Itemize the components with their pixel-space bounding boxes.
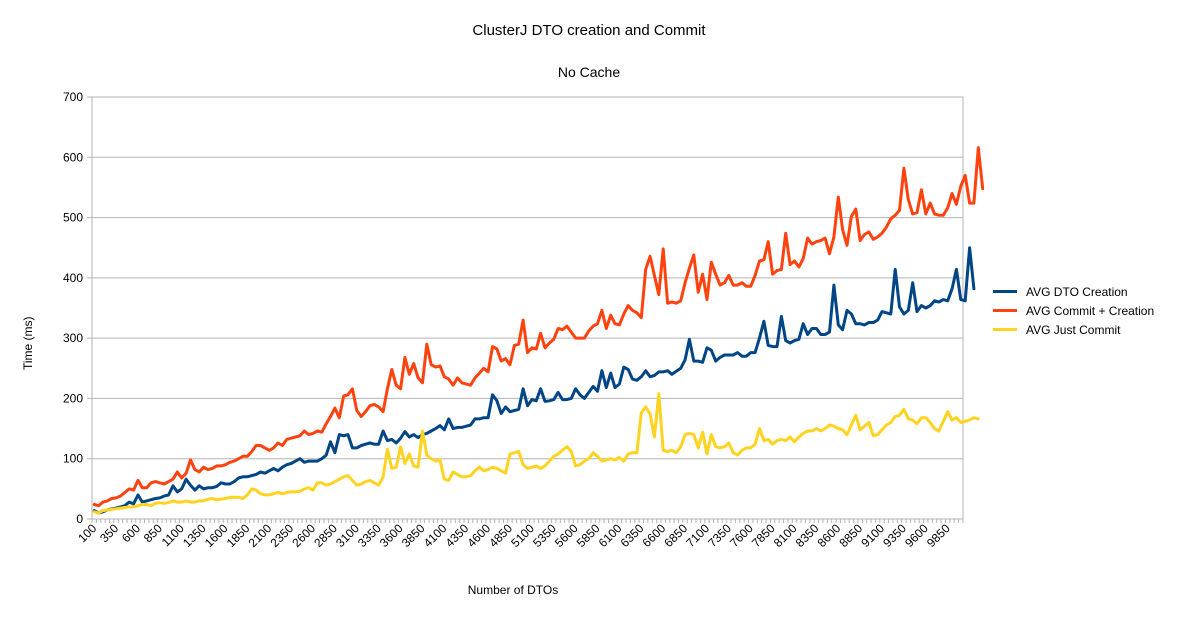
x-tick-label: 3600 — [377, 521, 406, 550]
y-tick-label: 200 — [63, 391, 83, 405]
x-tick-label: 1100 — [159, 521, 187, 549]
y-tick-label: 500 — [63, 211, 83, 225]
x-tick-label: 4600 — [464, 521, 493, 550]
y-tick-label: 400 — [63, 271, 83, 285]
x-tick-label: 7850 — [749, 521, 778, 550]
legend-label-dto-creation: AVG DTO Creation — [1026, 284, 1128, 299]
chart-subtitle: No Cache — [557, 64, 621, 80]
legend-item-dto-creation: AVG DTO Creation — [993, 282, 1154, 301]
x-tick-label: 2350 — [267, 521, 296, 550]
legend-label-just-commit: AVG Just Commit — [1026, 322, 1121, 337]
x-tick-label: 4350 — [443, 521, 472, 550]
x-tick-label: 1850 — [224, 521, 253, 550]
x-tick-label: 2600 — [289, 521, 318, 550]
x-tick-label: 5350 — [530, 521, 559, 550]
x-tick-label: 3850 — [399, 521, 428, 550]
x-tick-label: 4100 — [421, 521, 450, 550]
x-tick-label: 350 — [97, 521, 121, 545]
x-tick-label: 7100 — [683, 521, 712, 550]
y-tick-label: 600 — [63, 150, 83, 164]
x-tick-label: 7350 — [705, 521, 734, 550]
x-tick-label: 4850 — [486, 521, 515, 550]
y-axis-label: Time (ms) — [21, 316, 35, 370]
x-tick-label: 1350 — [180, 521, 209, 550]
x-tick-label: 3350 — [355, 521, 384, 550]
series-line-0 — [92, 246, 976, 515]
x-tick-label: 9100 — [858, 521, 887, 550]
x-tick-label: 1600 — [202, 521, 231, 550]
x-tick-label: 600 — [119, 521, 143, 545]
x-tick-label: 8100 — [771, 521, 800, 550]
x-tick-label: 8850 — [836, 521, 865, 550]
x-tick-label: 9850 — [924, 521, 953, 550]
x-tick-label: 5600 — [552, 521, 581, 550]
x-tick-label: 8350 — [793, 521, 822, 550]
x-tick-label: 5850 — [574, 521, 603, 550]
legend-swatch-dto-creation — [993, 290, 1017, 293]
x-tick-label: 7600 — [727, 521, 756, 550]
chart-title: ClusterJ DTO creation and Commit — [472, 22, 706, 39]
x-tick-label: 2850 — [311, 521, 340, 550]
y-tick-label: 700 — [63, 90, 83, 104]
x-tick-label: 6600 — [640, 521, 669, 550]
x-tick-label: 9350 — [880, 521, 909, 550]
y-tick-label: 100 — [63, 452, 83, 466]
legend-item-commit-creation: AVG Commit + Creation — [993, 301, 1154, 320]
legend-label-commit-creation: AVG Commit + Creation — [1026, 303, 1155, 318]
x-tick-label: 3100 — [333, 521, 362, 550]
y-tick-label: 300 — [63, 331, 83, 345]
x-tick-label: 2100 — [246, 521, 275, 550]
legend: AVG DTO Creation AVG Commit + Creation A… — [993, 282, 1154, 339]
legend-swatch-just-commit — [993, 328, 1017, 331]
x-tick-label: 9600 — [902, 521, 931, 550]
legend-swatch-commit-creation — [993, 309, 1017, 312]
y-tick-label: 0 — [76, 512, 83, 526]
x-axis-label: Number of DTOs — [467, 583, 559, 597]
x-tick-label: 8600 — [815, 521, 844, 550]
x-tick-label: 6350 — [618, 521, 647, 550]
series-line-2 — [92, 392, 980, 515]
series-line-1 — [92, 146, 985, 508]
x-tick-label: 5100 — [508, 521, 537, 550]
x-tick-label: 6100 — [596, 521, 625, 550]
legend-item-just-commit: AVG Just Commit — [993, 320, 1154, 339]
plot-area — [91, 96, 964, 520]
x-tick-label: 6850 — [661, 521, 690, 550]
